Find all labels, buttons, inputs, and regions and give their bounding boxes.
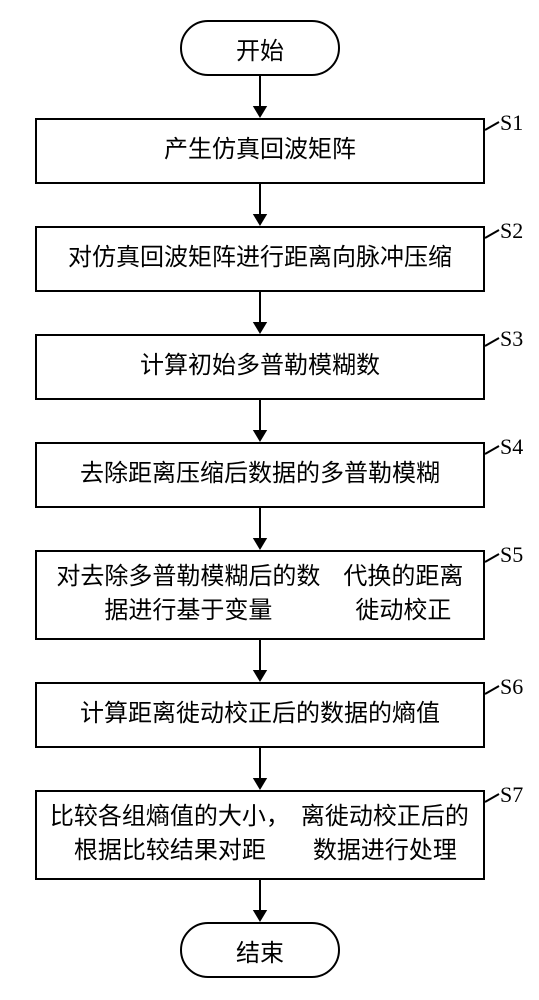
node-s4: 去除距离压缩后数据的多普勒模糊 (35, 442, 485, 508)
node-s3: 计算初始多普勒模糊数 (35, 334, 485, 400)
step-label-s4: S4 (500, 434, 523, 460)
edge-s5-s6 (248, 640, 272, 682)
step-tick-s5 (485, 554, 501, 570)
edge-s1-s2 (248, 184, 272, 226)
step-tick-s2 (485, 230, 501, 246)
step-label-s3: S3 (500, 326, 523, 352)
step-label-s2: S2 (500, 218, 523, 244)
step-tick-s1 (485, 122, 501, 138)
step-tick-s6 (485, 686, 501, 702)
step-tick-s3 (485, 338, 501, 354)
node-s2: 对仿真回波矩阵进行距离向脉冲压缩 (35, 226, 485, 292)
step-tick-s4 (485, 446, 501, 462)
node-end: 结束 (180, 922, 340, 978)
node-start: 开始 (180, 20, 340, 76)
node-s1: 产生仿真回波矩阵 (35, 118, 485, 184)
step-label-s7: S7 (500, 782, 523, 808)
flowchart-container: 开始产生仿真回波矩阵 S1 对仿真回波矩阵进行距离向脉冲压缩 S2 计算初始多普勒模糊数… (0, 0, 539, 1000)
edge-s3-s4 (248, 400, 272, 442)
edge-s2-s3 (248, 292, 272, 334)
node-s5: 对去除多普勒模糊后的数据进行基于变量代换的距离徙动校正 (35, 550, 485, 640)
step-label-s6: S6 (500, 674, 523, 700)
edge-s6-s7 (248, 748, 272, 790)
node-s6: 计算距离徙动校正后的数据的熵值 (35, 682, 485, 748)
edge-s7-end (248, 880, 272, 922)
step-tick-s7 (485, 794, 501, 810)
node-s7: 比较各组熵值的大小，根据比较结果对距离徙动校正后的数据进行处理 (35, 790, 485, 880)
edge-s4-s5 (248, 508, 272, 550)
edge-start-s1 (248, 76, 272, 118)
step-label-s1: S1 (500, 110, 523, 136)
step-label-s5: S5 (500, 542, 523, 568)
